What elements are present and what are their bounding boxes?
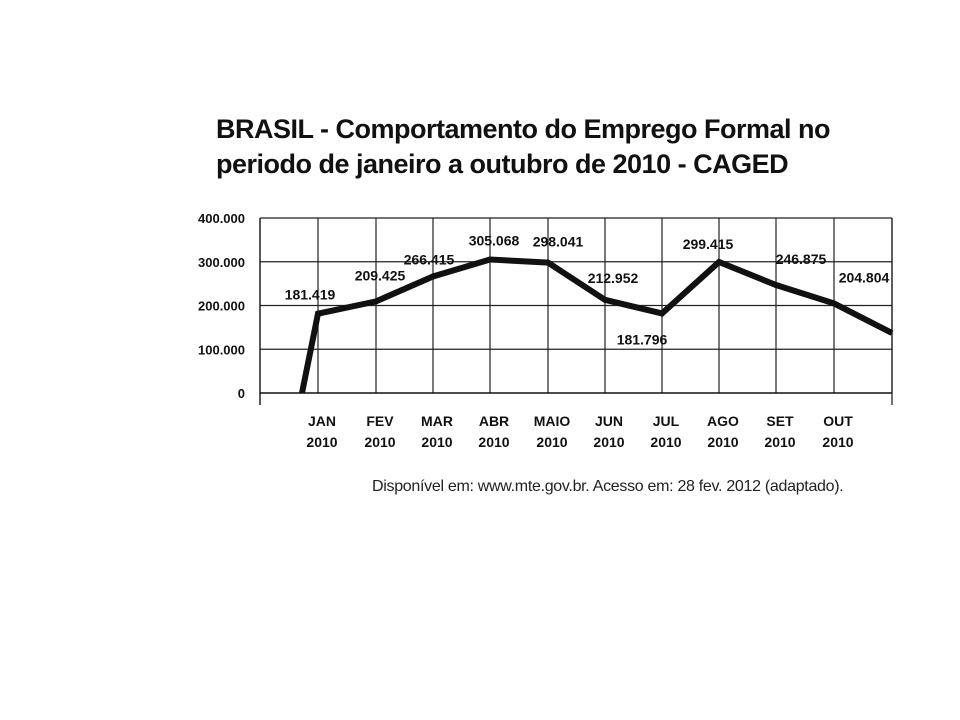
chart-title-line-1: BRASIL - Comportamento do Emprego Formal… [216,114,831,144]
x-tick-label-year: 2010 [536,434,567,450]
x-tick-label-year: 2010 [478,434,509,450]
x-tick-labels: JAN 2010 FEV 2010 MAR 2010 ABR 2010 MAIO 2010 JUN 2… [306,413,853,450]
data-point [716,259,722,266]
chart-title-line-2: periodo de janeiro a outubro de 2010 - C… [216,149,789,179]
data-label: 209.425 [355,267,406,283]
source-caption: Disponível em: www.mte.gov.br. Acesso em… [372,478,844,495]
axis-layer [259,218,893,405]
x-tick-label-year: 2010 [421,434,452,450]
x-tick-label-month: JUL [653,413,680,429]
data-point [430,273,436,280]
y-tick-label: 100.000 [198,342,245,357]
chart-title: BRASIL - Comportamento do Emprego Formal… [216,112,916,182]
x-tick-label-month: ABR [479,413,509,429]
data-point [773,281,779,288]
y-tick-labels: 400.000 300.000 200.000 100.000 0 [198,211,245,401]
y-tick-label: 300.000 [198,255,245,270]
data-point [831,300,837,307]
data-point [373,298,379,305]
y-tick-label: 200.000 [198,299,245,314]
data-label: 298.041 [533,234,584,250]
x-tick-label-month: JUN [595,413,623,429]
data-point [487,256,493,263]
data-label: 181.796 [617,331,668,347]
x-tick-label-year: 2010 [650,434,681,450]
data-label: 204.804 [839,269,890,285]
data-point [602,296,608,303]
x-tick-label-month: JAN [308,413,336,429]
data-point [659,310,665,317]
x-tick-label-month: SET [766,413,794,429]
data-label: 212.952 [588,270,639,286]
grid-layer [260,217,893,393]
x-tick-label-year: 2010 [306,434,337,450]
x-tick-label-year: 2010 [364,434,395,450]
x-tick-label-month: MAR [421,413,453,429]
x-tick-label-year: 2010 [764,434,795,450]
x-tick-label-year: 2010 [707,434,738,450]
x-tick-label-month: MAIO [534,413,571,429]
data-label: 181.419 [285,287,336,303]
x-tick-label-month: OUT [823,413,853,429]
data-point [545,259,551,266]
series-line-layer [299,256,894,394]
x-tick-label-month: AGO [707,413,739,429]
x-tick-label-year: 2010 [822,434,853,450]
data-label: 246.875 [776,251,827,267]
data-point [315,310,321,317]
y-tick-label: 0 [238,386,245,401]
series-line [299,256,894,394]
y-tick-label: 400.000 [198,211,245,226]
data-label: 299.415 [683,236,734,252]
x-tick-label-month: FEV [366,413,394,429]
data-label: 305.068 [469,233,520,249]
data-label: 266.415 [404,251,455,267]
x-tick-label-year: 2010 [593,434,624,450]
